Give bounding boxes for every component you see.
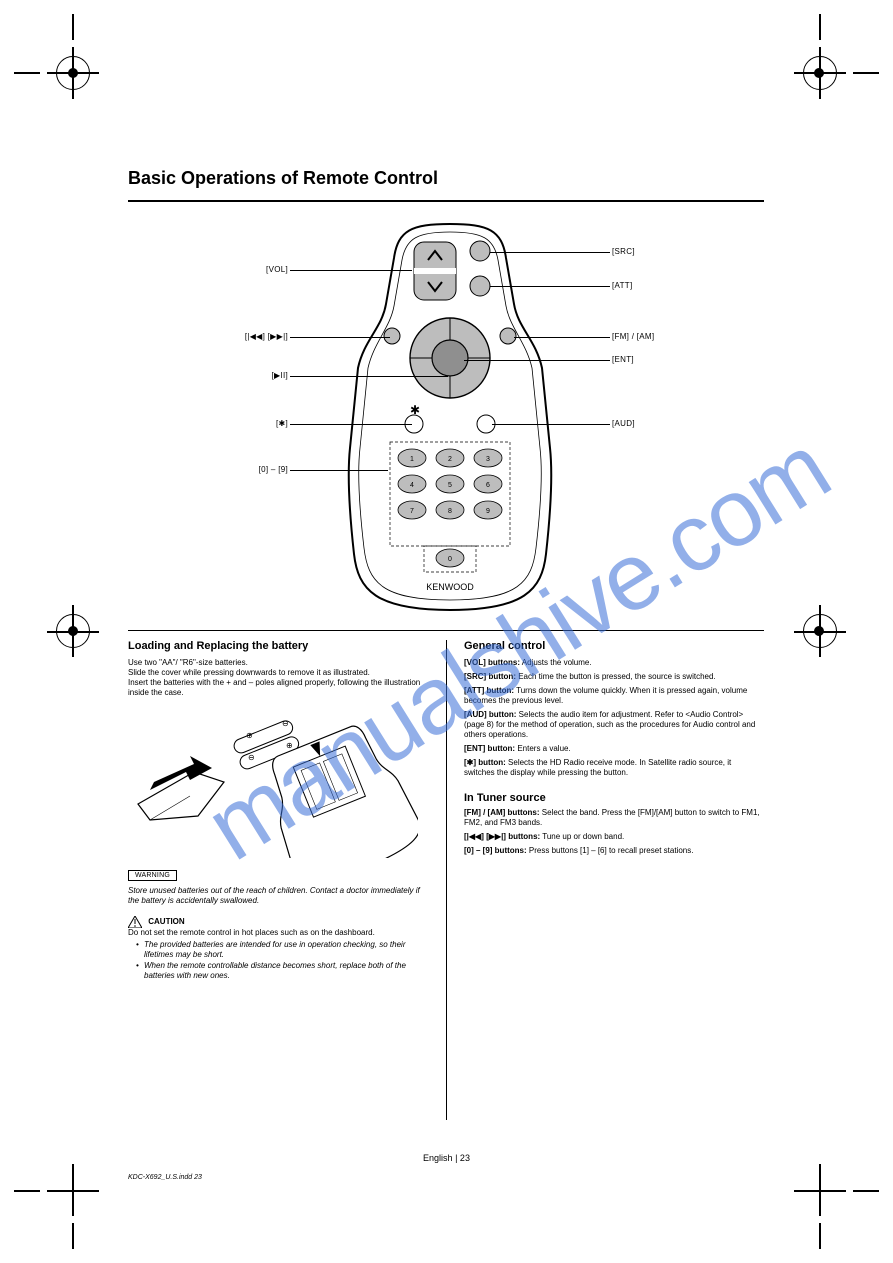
warning-text: Store unused batteries out of the reach … — [128, 886, 428, 906]
left-line-1: Use two "AA"/ "R6"-size batteries. — [128, 658, 428, 668]
battery-illustration: ⊕ ⊖ ⊖ ⊕ — [128, 708, 418, 858]
tuner-item-1: [|◀◀] [▶▶|] buttons: Tune up or down ban… — [464, 832, 764, 842]
svg-text:✱: ✱ — [410, 403, 420, 417]
left-line-3: Insert the batteries with the + and – po… — [128, 678, 428, 698]
svg-text:9: 9 — [486, 508, 490, 515]
label-ent: [ENT] — [612, 355, 634, 364]
caution-label: CAUTION — [148, 917, 184, 926]
tuner-heading: In Tuner source — [464, 792, 764, 804]
svg-text:2: 2 — [448, 456, 452, 463]
gc-item-3: [AUD] button: Selects the audio item for… — [464, 710, 764, 740]
svg-text:1: 1 — [410, 456, 414, 463]
svg-text:7: 7 — [410, 508, 414, 515]
warning-box: WARNING — [128, 870, 177, 881]
svg-text:4: 4 — [410, 482, 414, 489]
caution-intro: Do not set the remote control in hot pla… — [128, 928, 428, 938]
label-vol: [VOL] — [258, 265, 288, 274]
gc-item-2: [ATT] button: Turns down the volume quic… — [464, 686, 764, 706]
svg-text:⊖: ⊖ — [282, 719, 289, 728]
gc-item-4: [ENT] button: Enters a value. — [464, 744, 764, 754]
label-fmam: [FM] / [AM] — [612, 332, 654, 341]
label-aud: [AUD] — [612, 419, 635, 428]
remote-illustration: ✱ 1 2 3 4 5 6 7 8 9 0 — [320, 218, 580, 618]
tuner-item-0: [FM] / [AM] buttons: Select the band. Pr… — [464, 808, 764, 828]
svg-text:5: 5 — [448, 482, 452, 489]
label-star: [✱] — [258, 419, 288, 428]
brand-text: KENWOOD — [426, 582, 474, 592]
svg-text:⊖: ⊖ — [248, 753, 255, 762]
right-heading: General control — [464, 640, 764, 652]
gc-item-1: [SRC] button: Each time the button is pr… — [464, 672, 764, 682]
caution-icon — [128, 916, 142, 928]
label-att: [ATT] — [612, 281, 632, 290]
label-playpause: [▶II] — [258, 371, 288, 380]
label-digits: [0] – [9] — [242, 465, 288, 474]
gc-item-5: [✱] button: Selects the HD Radio receive… — [464, 758, 764, 778]
svg-text:6: 6 — [486, 482, 490, 489]
footer-note: KDC-X692_U.S.indd 23 — [128, 1174, 202, 1181]
svg-text:0: 0 — [448, 556, 452, 563]
label-src: [SRC] — [612, 247, 635, 256]
page-number: English | 23 — [423, 1153, 470, 1163]
svg-text:⊕: ⊕ — [286, 741, 293, 750]
page-title: Basic Operations of Remote Control — [128, 168, 438, 189]
caution-list: The provided batteries are intended for … — [128, 940, 428, 981]
svg-text:⊕: ⊕ — [246, 731, 253, 740]
gc-item-0: [VOL] buttons: Adjusts the volume. — [464, 658, 764, 668]
left-line-2: Slide the cover while pressing downwards… — [128, 668, 428, 678]
svg-text:8: 8 — [448, 508, 452, 515]
svg-text:3: 3 — [486, 456, 490, 463]
label-seek: [|◀◀] [▶▶|] — [232, 332, 288, 341]
left-heading: Loading and Replacing the battery — [128, 640, 428, 652]
tuner-item-2: [0] – [9] buttons: Press buttons [1] – [… — [464, 846, 764, 856]
